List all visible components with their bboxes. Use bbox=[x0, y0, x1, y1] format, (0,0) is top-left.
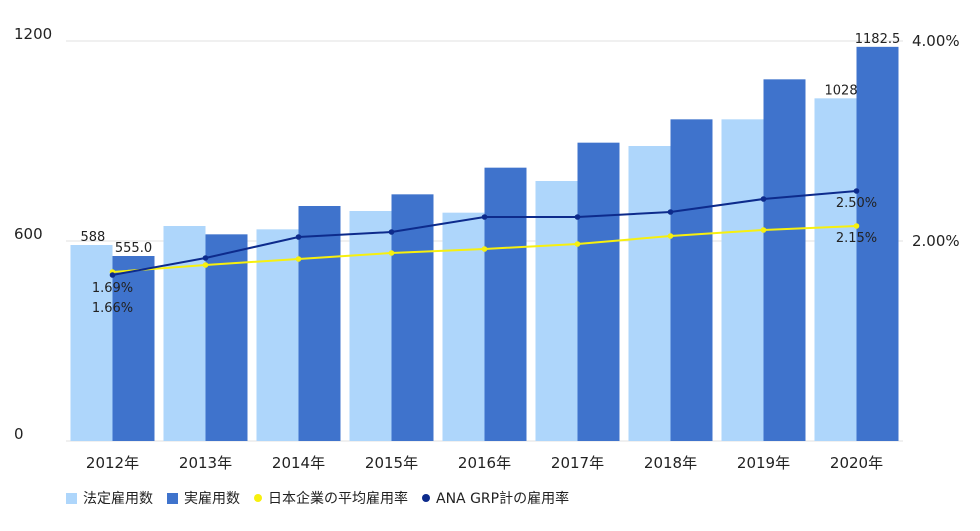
bar bbox=[763, 79, 806, 441]
legend: 法定雇用数 実雇用数 日本企業の平均雇用率 ANA GRP計の雇用率 bbox=[66, 488, 583, 508]
y-right-tick-label: 4.00% bbox=[912, 32, 960, 50]
legend-label: 実雇用数 bbox=[184, 491, 240, 507]
legend-swatch bbox=[167, 492, 178, 504]
bar bbox=[442, 212, 485, 441]
legend-item: ANA GRP計の雇用率 bbox=[422, 488, 569, 508]
bar bbox=[391, 194, 434, 441]
line-point bbox=[760, 196, 767, 202]
line-data-label: 2.15% bbox=[836, 231, 877, 246]
legend-label: 法定雇用数 bbox=[83, 491, 153, 507]
line-point bbox=[760, 227, 767, 233]
bar-data-label: 588 bbox=[81, 230, 106, 245]
data-labels: 588 1028 555.0 1182.5 1.69% 2.15% 1.66% 2.50% bbox=[81, 32, 901, 316]
x-tick-label: 2016年 bbox=[458, 454, 511, 472]
y-left-tick-label: 600 bbox=[14, 225, 43, 243]
line-point bbox=[388, 250, 395, 256]
bar bbox=[535, 181, 578, 441]
y-left-tick-label: 1200 bbox=[14, 25, 52, 43]
bar bbox=[856, 46, 899, 441]
x-tick-label: 2019年 bbox=[737, 454, 790, 472]
bar-data-label: 1182.5 bbox=[855, 32, 901, 47]
bar-data-label: 1028 bbox=[825, 83, 858, 98]
bar bbox=[112, 256, 155, 441]
line-data-label: 1.69% bbox=[92, 281, 133, 296]
line-point bbox=[667, 209, 674, 215]
legend-marker bbox=[254, 494, 262, 502]
line-point bbox=[574, 214, 581, 220]
x-tick-label: 2020年 bbox=[830, 454, 883, 472]
line-point bbox=[202, 255, 209, 261]
legend-label: 日本企業の平均雇用率 bbox=[268, 491, 408, 507]
line-point bbox=[202, 262, 209, 268]
legend-swatch bbox=[66, 492, 77, 504]
y-left-tick-label: 0 bbox=[14, 425, 24, 443]
legend-item: 実雇用数 bbox=[167, 488, 240, 508]
x-tick-label: 2013年 bbox=[179, 454, 232, 472]
line-data-label: 1.66% bbox=[92, 301, 133, 316]
legend-label: ANA GRP計の雇用率 bbox=[436, 491, 570, 507]
lines bbox=[109, 188, 860, 278]
x-tick-label: 2012年 bbox=[86, 454, 139, 472]
legend-marker bbox=[422, 494, 430, 502]
y-right-tick-label: 2.00% bbox=[912, 232, 960, 250]
bar bbox=[628, 146, 671, 441]
x-tick-label: 2014年 bbox=[272, 454, 325, 472]
line-point bbox=[481, 246, 488, 252]
x-tick-label: 2015年 bbox=[365, 454, 418, 472]
line-point bbox=[853, 188, 860, 194]
bars bbox=[70, 46, 899, 441]
bar bbox=[205, 234, 248, 441]
legend-item: 日本企業の平均雇用率 bbox=[254, 488, 408, 508]
line-point bbox=[481, 214, 488, 220]
bar bbox=[670, 119, 713, 441]
line-point bbox=[667, 233, 674, 239]
bar bbox=[484, 167, 527, 441]
axes: 0 600 1200 2.00% 4.00% 2012年 2013年 2014年 2015年 20… bbox=[14, 25, 960, 472]
bar bbox=[814, 98, 857, 441]
line-point bbox=[853, 223, 860, 229]
bar bbox=[577, 142, 620, 441]
bar bbox=[349, 211, 392, 441]
x-tick-label: 2017年 bbox=[551, 454, 604, 472]
line-point bbox=[295, 234, 302, 240]
line-point bbox=[295, 256, 302, 262]
bar bbox=[256, 229, 299, 441]
line-point bbox=[109, 272, 116, 278]
line-point bbox=[574, 241, 581, 247]
legend-item: 法定雇用数 bbox=[66, 488, 153, 508]
bar bbox=[298, 206, 341, 441]
x-tick-label: 2018年 bbox=[644, 454, 697, 472]
line-data-label: 2.50% bbox=[836, 196, 877, 211]
bar bbox=[721, 119, 764, 441]
line-point bbox=[388, 229, 395, 235]
bar bbox=[70, 245, 113, 441]
bar-data-label: 555.0 bbox=[115, 241, 152, 256]
